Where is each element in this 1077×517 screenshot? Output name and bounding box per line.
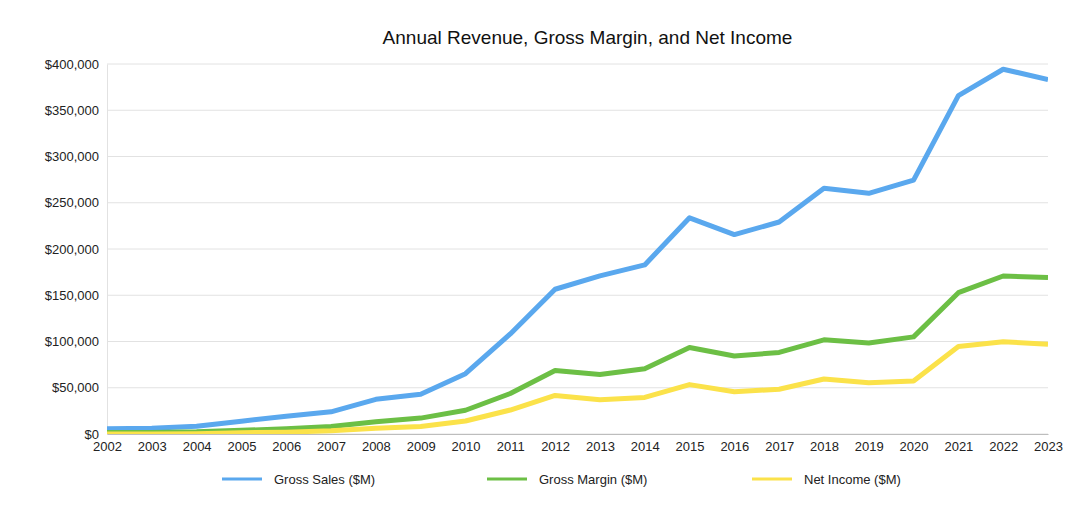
y-tick-label: $350,000 [45,103,99,118]
x-tick-label: 2015 [676,439,705,454]
x-axis-line [108,434,1049,435]
x-tick: 2015 [676,434,705,454]
y-tick: $150,000 [45,288,107,303]
x-tick-label: 2018 [810,439,839,454]
legend-item: Net Income ($M) [752,472,901,487]
x-tick-label: 2011 [497,439,525,454]
grid-line [107,156,1048,157]
x-tick: 2011 [497,434,525,454]
x-tick-label: 2021 [944,439,973,454]
x-tick-label: 2008 [362,439,391,454]
x-tick: 2010 [452,434,481,454]
grid-line [107,202,1048,203]
grid-line [107,110,1048,111]
grid-line [107,341,1048,342]
grid-line [107,387,1048,388]
x-tick: 2013 [586,434,615,454]
x-tick: 2005 [227,434,256,454]
x-tick: 2006 [272,434,301,454]
x-tick: 2012 [541,434,570,454]
legend-label: Gross Sales ($M) [274,472,375,487]
legend: Gross Sales ($M) Gross Margin ($M) Net Inc… [222,472,901,487]
x-tick-label: 2017 [765,439,794,454]
legend-swatch [222,478,262,481]
y-tick: $300,000 [45,149,107,164]
y-tick: $200,000 [45,242,107,257]
y-tick: $100,000 [45,334,107,349]
legend-item: Gross Sales ($M) [222,472,375,487]
legend-swatch [752,478,792,481]
grid-line [107,249,1048,250]
x-tick: 2018 [810,434,839,454]
y-tick-label: $100,000 [45,334,99,349]
grid-line [107,295,1048,296]
series-line [107,342,1048,434]
x-tick-label: 2022 [989,439,1018,454]
y-tick-label: $200,000 [45,242,99,257]
legend-label: Net Income ($M) [804,472,901,487]
grid [107,64,1048,434]
x-tick-label: 2005 [227,439,256,454]
series-line [107,276,1048,433]
y-tick: $400,000 [45,57,107,72]
x-tick-label: 2003 [138,439,167,454]
x-tick: 2016 [720,434,749,454]
x-tick-label: 2013 [586,439,615,454]
grid-line [107,64,1048,65]
y-tick-label: $50,000 [52,380,99,395]
chart-title: Annual Revenue, Gross Margin, and Net In… [383,27,793,48]
x-tick: 2003 [138,434,167,454]
x-tick-label: 2014 [631,439,660,454]
x-tick-label: 2007 [317,439,346,454]
x-tick-label: 2006 [272,439,301,454]
plot: $0$50,000$100,000$150,000$200,000$250,00… [45,57,1063,455]
x-tick: 2019 [855,434,884,454]
x-tick-label: 2012 [541,439,570,454]
x-tick: 2002 [93,434,122,454]
x-axis: 2002 2003 2004 2005 2006 2007 2008 2009 2010 2011… [93,434,1063,454]
x-tick-label: 2010 [452,439,481,454]
x-tick: 2004 [183,434,212,454]
x-tick: 2008 [362,434,391,454]
x-tick: 2020 [900,434,929,454]
y-tick-label: $250,000 [45,195,99,210]
y-axis: $0$50,000$100,000$150,000$200,000$250,00… [45,57,108,442]
x-tick: 2007 [317,434,346,454]
x-tick-label: 2004 [183,439,212,454]
x-tick: 2022 [989,434,1018,454]
y-tick-label: $150,000 [45,288,99,303]
y-axis-line [107,65,108,435]
legend-item: Gross Margin ($M) [487,472,647,487]
x-tick: 2021 [944,434,973,454]
x-tick-label: 2020 [900,439,929,454]
x-tick: 2017 [765,434,794,454]
y-tick-label: $300,000 [45,149,99,164]
x-tick-label: 2019 [855,439,884,454]
lines [107,69,1048,434]
legend-swatch [487,478,527,481]
legend-label: Gross Margin ($M) [539,472,647,487]
x-tick: 2014 [631,434,660,454]
y-tick: $250,000 [45,195,107,210]
chart: $0$50,000$100,000$150,000$200,000$250,00… [0,0,1077,517]
x-tick: 2023 [1034,434,1063,454]
y-tick: $50,000 [52,380,107,395]
x-tick-label: 2009 [407,439,436,454]
x-tick-label: 2002 [93,439,122,454]
x-tick-label: 2016 [720,439,749,454]
x-tick-label: 2023 [1034,439,1063,454]
y-tick: $350,000 [45,103,107,118]
y-tick-label: $400,000 [45,57,99,72]
x-tick: 2009 [407,434,436,454]
